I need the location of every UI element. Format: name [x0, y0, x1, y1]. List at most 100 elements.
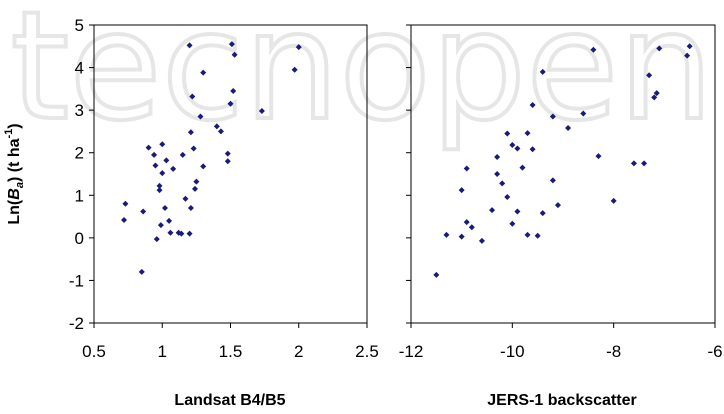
scatter-point	[291, 66, 298, 73]
scatter-point	[161, 205, 168, 212]
scatter-point	[554, 202, 561, 209]
left-x-ticks: 0.5 1 1.5 2 2.5	[82, 323, 379, 361]
scatter-point	[227, 100, 234, 107]
scatter-point	[156, 187, 163, 194]
scatter-point	[499, 180, 506, 187]
scatter-point	[193, 178, 200, 185]
scatter-point	[152, 162, 159, 169]
x-tick-label: 1.5	[219, 342, 243, 361]
scatter-point	[519, 164, 526, 171]
left-y-ticks: -2 -1 0 1 2 3 4 5	[69, 16, 94, 333]
scatter-point	[178, 230, 185, 237]
scatter-point	[529, 102, 536, 109]
scatter-point	[504, 193, 511, 200]
scatter-point	[514, 208, 521, 215]
scatter-point	[179, 151, 186, 158]
scatter-point	[228, 41, 235, 48]
scatter-point	[580, 110, 587, 117]
scatter-point	[197, 113, 204, 120]
scatter-point	[468, 224, 475, 231]
scatter-point	[157, 222, 164, 229]
scatter-point	[651, 94, 658, 101]
right-x-ticks: -12 -10 -8 -6	[399, 323, 723, 361]
x-tick-label: 2	[294, 342, 303, 361]
scatter-point	[684, 52, 691, 59]
right-chart: -12 -10 -8 -6 JERS-1 backscatter	[399, 24, 723, 409]
x-tick-label: 2.5	[355, 342, 379, 361]
scatter-point	[122, 200, 129, 207]
y-axis-title: Ln(Ba) (t ha-1)	[3, 123, 26, 224]
scatter-point	[163, 157, 170, 164]
y-axis-title-part: -1	[3, 129, 15, 139]
scatter-point	[463, 165, 470, 172]
scatter-point	[539, 210, 546, 217]
scatter-point	[509, 142, 516, 149]
scatter-point	[653, 90, 660, 97]
scatter-point	[443, 231, 450, 238]
scatter-point	[590, 46, 597, 53]
y-tick-label: 3	[75, 101, 84, 120]
scatter-point	[213, 123, 220, 130]
y-tick-label: 2	[75, 144, 84, 163]
y-tick-label: 1	[75, 186, 84, 205]
scatter-point	[646, 72, 653, 79]
scatter-point	[230, 87, 237, 94]
y-axis-title-part: a	[14, 182, 26, 188]
scatter-point	[524, 231, 531, 238]
scatter-point	[159, 141, 166, 148]
y-tick-label: 4	[75, 59, 84, 78]
scatter-point	[458, 233, 465, 240]
scatter-point	[630, 160, 637, 167]
scatter-point	[153, 236, 160, 243]
scatter-point	[509, 220, 516, 227]
right-plot-frame	[410, 24, 716, 324]
x-tick-label: -8	[606, 342, 621, 361]
y-axis-title-part: Ln(	[6, 199, 23, 225]
scatter-point	[187, 205, 194, 212]
scatter-point	[529, 146, 536, 153]
scatter-point	[595, 153, 602, 160]
y-axis-title-part: )	[6, 123, 23, 128]
scatter-point	[295, 44, 302, 51]
scatter-point	[186, 42, 193, 49]
scatter-point	[494, 153, 501, 160]
scatter-point	[145, 144, 152, 151]
y-axis-title-part: B	[6, 188, 23, 200]
scatter-point	[549, 177, 556, 184]
scatter-point	[494, 171, 501, 177]
scatter-point	[534, 232, 541, 239]
scatter-point	[159, 170, 166, 177]
scatter-point	[549, 113, 556, 120]
x-tick-label: 1	[158, 342, 167, 361]
scatter-point	[186, 230, 193, 237]
scatter-point	[489, 207, 496, 214]
left-x-axis-title: Landsat B4/B5	[174, 392, 285, 409]
scatter-point	[478, 237, 485, 244]
scatter-point	[524, 130, 531, 137]
y-tick-label: -1	[69, 271, 84, 290]
scatter-point	[121, 216, 128, 223]
right-x-axis-title: JERS-1 backscatter	[487, 392, 636, 409]
scatter-point	[224, 158, 231, 165]
scatter-point	[463, 219, 470, 226]
scatter-point	[187, 129, 194, 136]
left-scatter-points	[121, 41, 302, 275]
scatter-point	[166, 217, 173, 224]
x-tick-label: -6	[707, 342, 722, 361]
scatter-point	[182, 195, 189, 202]
scatter-point	[167, 229, 174, 236]
scatter-point	[686, 43, 693, 50]
scatter-point	[539, 68, 546, 75]
scatter-point	[189, 93, 196, 100]
right-y-ticks	[406, 24, 411, 324]
scatter-point	[641, 160, 648, 167]
right-scatter-points	[433, 43, 693, 278]
scatter-point	[231, 51, 238, 58]
y-tick-label: -2	[69, 314, 84, 333]
scatter-point	[151, 151, 158, 158]
scatter-point	[610, 197, 617, 204]
scatter-point	[217, 128, 224, 135]
scatter-point	[200, 163, 207, 170]
scatter-point	[140, 208, 147, 215]
